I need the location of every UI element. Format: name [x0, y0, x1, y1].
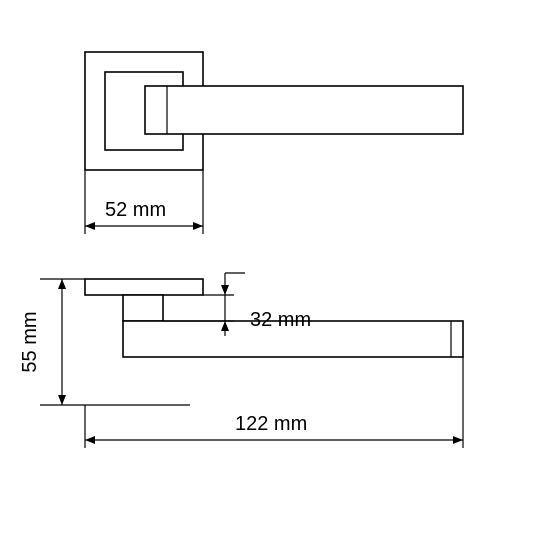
- plate: [85, 279, 203, 295]
- top-view: 52 mm: [85, 52, 463, 234]
- dim-52mm: 52 mm: [85, 170, 203, 234]
- drawing-svg: 52 mm 55 mm: [0, 0, 551, 551]
- dim-52mm-label: 52 mm: [105, 199, 166, 221]
- dim-32mm-label: 32 mm: [250, 309, 311, 331]
- side-view: 55 mm 32 mm: [19, 273, 463, 448]
- handle-bar-top: [145, 86, 463, 134]
- neck: [123, 295, 163, 321]
- technical-drawing: 52 mm 55 mm: [0, 0, 551, 551]
- dim-122mm-label: 122 mm: [235, 413, 307, 435]
- dim-55mm-label: 55 mm: [19, 311, 41, 372]
- dim-122mm: 122 mm: [85, 357, 463, 448]
